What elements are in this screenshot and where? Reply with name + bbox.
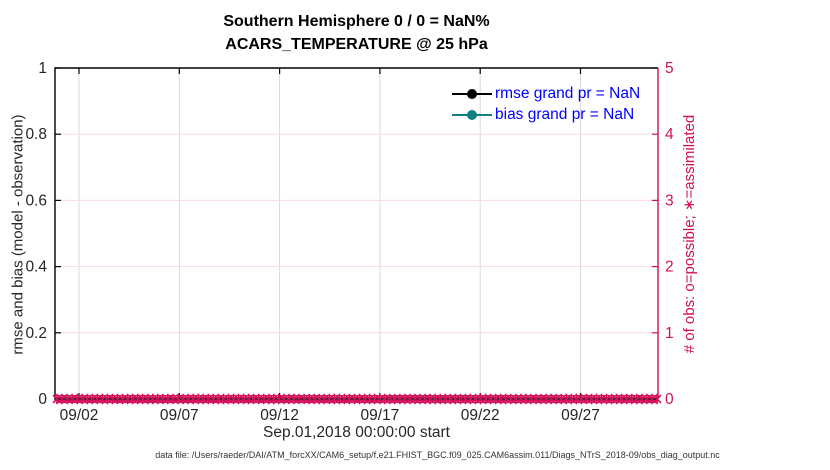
assimilated-obs-marker-band <box>52 393 662 405</box>
y-left-tick-label: 0 <box>38 391 47 408</box>
y-right-tick-label: 2 <box>665 259 674 276</box>
axes-box <box>54 67 658 400</box>
y-right-tick-label: 3 <box>665 192 674 209</box>
y-left-tick-label: 0.4 <box>25 259 47 276</box>
x-tick-label: 09/12 <box>260 407 299 424</box>
x-tick-label: 09/27 <box>561 407 600 424</box>
y-right-tick-label: 5 <box>665 60 674 77</box>
datafile-path: data file: /Users/raeder/DAI/ATM_forcXX/… <box>155 450 720 460</box>
x-tick-label: 09/17 <box>361 407 400 424</box>
y-left-tick-label: 1 <box>38 60 47 77</box>
legend-line-marker-icon <box>452 109 492 121</box>
y-left-tick-label: 0.6 <box>25 192 47 209</box>
legend-item: bias grand pr = NaN <box>452 104 640 125</box>
legend-item-label: bias grand pr = NaN <box>495 105 635 123</box>
y-left-tick-label: 0.2 <box>25 325 47 342</box>
y-right-tick-label: 1 <box>665 325 674 342</box>
x-axis-label: Sep.01,2018 00:00:00 start <box>262 424 450 441</box>
x-tick-label: 09/22 <box>461 407 500 424</box>
y-left-tick-label: 0.8 <box>25 126 47 143</box>
plot-subtitle: ACARS_TEMPERATURE @ 25 hPa <box>225 36 488 53</box>
legend-item-label: rmse grand pr = NaN <box>495 84 641 102</box>
y-right-tick-label: 4 <box>665 126 674 143</box>
x-tick-label: 09/07 <box>160 407 199 424</box>
x-tick-label: 09/02 <box>60 407 99 424</box>
legend-item: rmse grand pr = NaN <box>452 83 640 104</box>
legend-line-marker-icon <box>452 88 492 100</box>
plot-title: Southern Hemisphere 0 / 0 = NaN% <box>223 13 490 30</box>
y-right-tick-label: 0 <box>665 391 674 408</box>
legend: rmse grand pr = NaN bias grand pr = NaN <box>452 83 640 125</box>
